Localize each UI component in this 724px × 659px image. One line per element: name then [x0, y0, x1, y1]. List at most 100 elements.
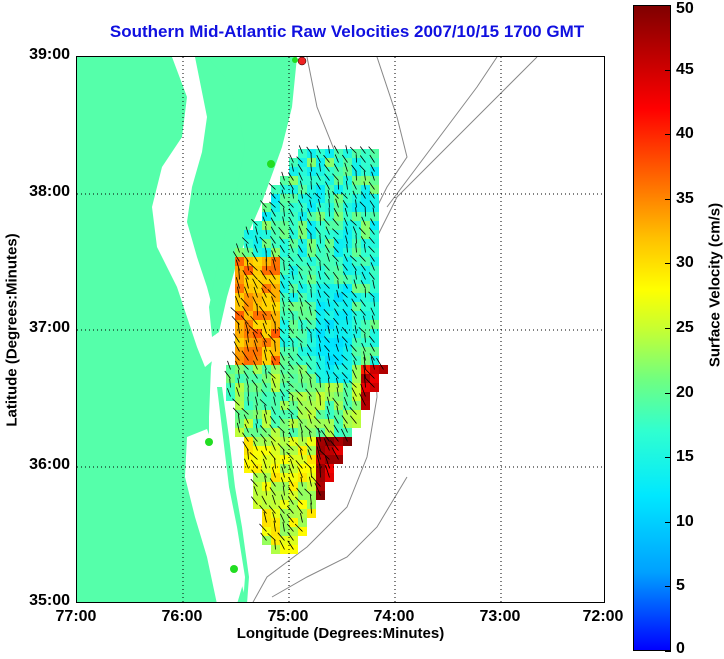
y-tick-label: 36:00 — [29, 456, 70, 473]
velocity-arrow — [332, 271, 339, 280]
velocity-arrow — [238, 414, 240, 424]
velocity-arrow — [328, 386, 330, 397]
velocity-arrow — [271, 250, 276, 262]
velocity-arrow — [250, 271, 258, 280]
velocity-arrow — [371, 315, 375, 325]
velocity-arrow — [232, 398, 240, 406]
velocity-arrow — [325, 181, 330, 190]
velocity-arrow — [287, 361, 294, 370]
velocity-arrow — [268, 278, 276, 289]
velocity-arrow — [251, 252, 258, 262]
velocity-arrow — [282, 521, 285, 532]
velocity-arrow — [301, 324, 303, 334]
velocity-arrow — [272, 304, 276, 316]
velocity-arrow — [354, 325, 357, 334]
velocity-arrow — [317, 289, 321, 298]
velocity-arrow — [373, 297, 375, 307]
velocity-arrow — [370, 164, 375, 172]
velocity-arrow — [326, 370, 330, 379]
velocity-arrow — [301, 431, 303, 442]
velocity-arrow — [359, 146, 366, 154]
velocity-arrow — [291, 396, 294, 406]
velocity-arrow — [263, 349, 267, 361]
velocity-arrow — [372, 279, 375, 289]
velocity-arrow — [262, 360, 267, 370]
velocity-arrow — [279, 182, 285, 190]
velocity-arrow — [327, 413, 330, 424]
velocity-arrow — [241, 407, 249, 415]
velocity-arrow — [298, 280, 303, 289]
velocity-arrow — [254, 244, 258, 253]
velocity-arrow — [299, 297, 303, 307]
velocity-arrow — [355, 243, 357, 253]
velocity-arrow — [271, 388, 276, 397]
velocity-arrow — [232, 407, 240, 415]
velocity-arrow — [287, 325, 294, 334]
velocity-arrow — [352, 369, 357, 379]
colorbar-tick-mark — [665, 586, 671, 588]
velocity-arrow — [263, 208, 267, 217]
velocity-arrow — [244, 423, 249, 433]
velocity-arrow — [305, 317, 312, 325]
velocity-arrow — [318, 198, 321, 208]
velocity-arrow — [341, 336, 348, 343]
velocity-arrow — [270, 208, 276, 217]
velocity-arrow — [274, 539, 276, 550]
velocity-arrow — [265, 369, 267, 379]
velocity-arrow — [296, 406, 303, 415]
velocity-arrow — [280, 280, 285, 289]
velocity-arrow — [251, 496, 258, 505]
velocity-arrow — [261, 379, 267, 388]
velocity-arrow — [325, 226, 330, 235]
velocity-arrow — [305, 192, 312, 199]
velocity-arrow — [345, 226, 348, 235]
velocity-arrow — [358, 327, 366, 334]
velocity-arrow — [359, 164, 366, 172]
x-tick-label: 75:00 — [267, 608, 309, 625]
velocity-arrow — [296, 156, 303, 163]
velocity-arrow — [299, 423, 303, 433]
velocity-arrow — [295, 362, 303, 370]
velocity-arrow — [334, 361, 339, 370]
velocity-arrow — [308, 270, 312, 280]
velocity-arrow — [318, 352, 321, 361]
velocity-arrow — [308, 243, 312, 253]
velocity-arrow — [328, 198, 330, 208]
velocity-arrow — [281, 405, 285, 415]
velocity-arrow — [263, 340, 267, 352]
velocity-arrow — [351, 263, 357, 271]
velocity-arrow — [277, 532, 285, 541]
velocity-arrow — [274, 340, 276, 352]
velocity-arrow — [281, 467, 285, 478]
velocity-arrow — [343, 217, 348, 226]
velocity-arrow — [260, 469, 267, 478]
velocity-arrow — [280, 477, 285, 487]
velocity-arrow — [281, 297, 285, 307]
velocity-arrow — [368, 272, 375, 280]
velocity-arrow — [308, 476, 312, 487]
velocity-arrow — [250, 315, 258, 325]
velocity-arrow — [268, 183, 276, 190]
velocity-arrow — [323, 218, 330, 226]
velocity-arrow — [309, 171, 312, 181]
velocity-arrow — [260, 433, 267, 442]
velocity-arrow — [305, 442, 312, 451]
velocity-arrow — [242, 269, 249, 280]
velocity-arrow — [252, 349, 258, 361]
velocity-arrow — [368, 335, 375, 343]
velocity-arrow — [316, 299, 321, 307]
velocity-arrow — [360, 299, 366, 307]
velocity-arrow — [287, 298, 294, 307]
velocity-arrow — [286, 505, 294, 514]
velocity-arrow — [300, 476, 303, 487]
velocity-arrow — [327, 352, 330, 361]
velocity-arrow — [316, 244, 321, 253]
colorbar-tick-mark — [665, 521, 671, 523]
velocity-arrow — [262, 216, 267, 226]
velocity-arrow — [282, 431, 285, 442]
velocity-arrow — [341, 428, 348, 442]
velocity-arrow — [278, 335, 285, 343]
velocity-arrow — [250, 433, 258, 442]
velocity-arrow — [341, 415, 348, 424]
velocity-arrow — [345, 235, 348, 244]
